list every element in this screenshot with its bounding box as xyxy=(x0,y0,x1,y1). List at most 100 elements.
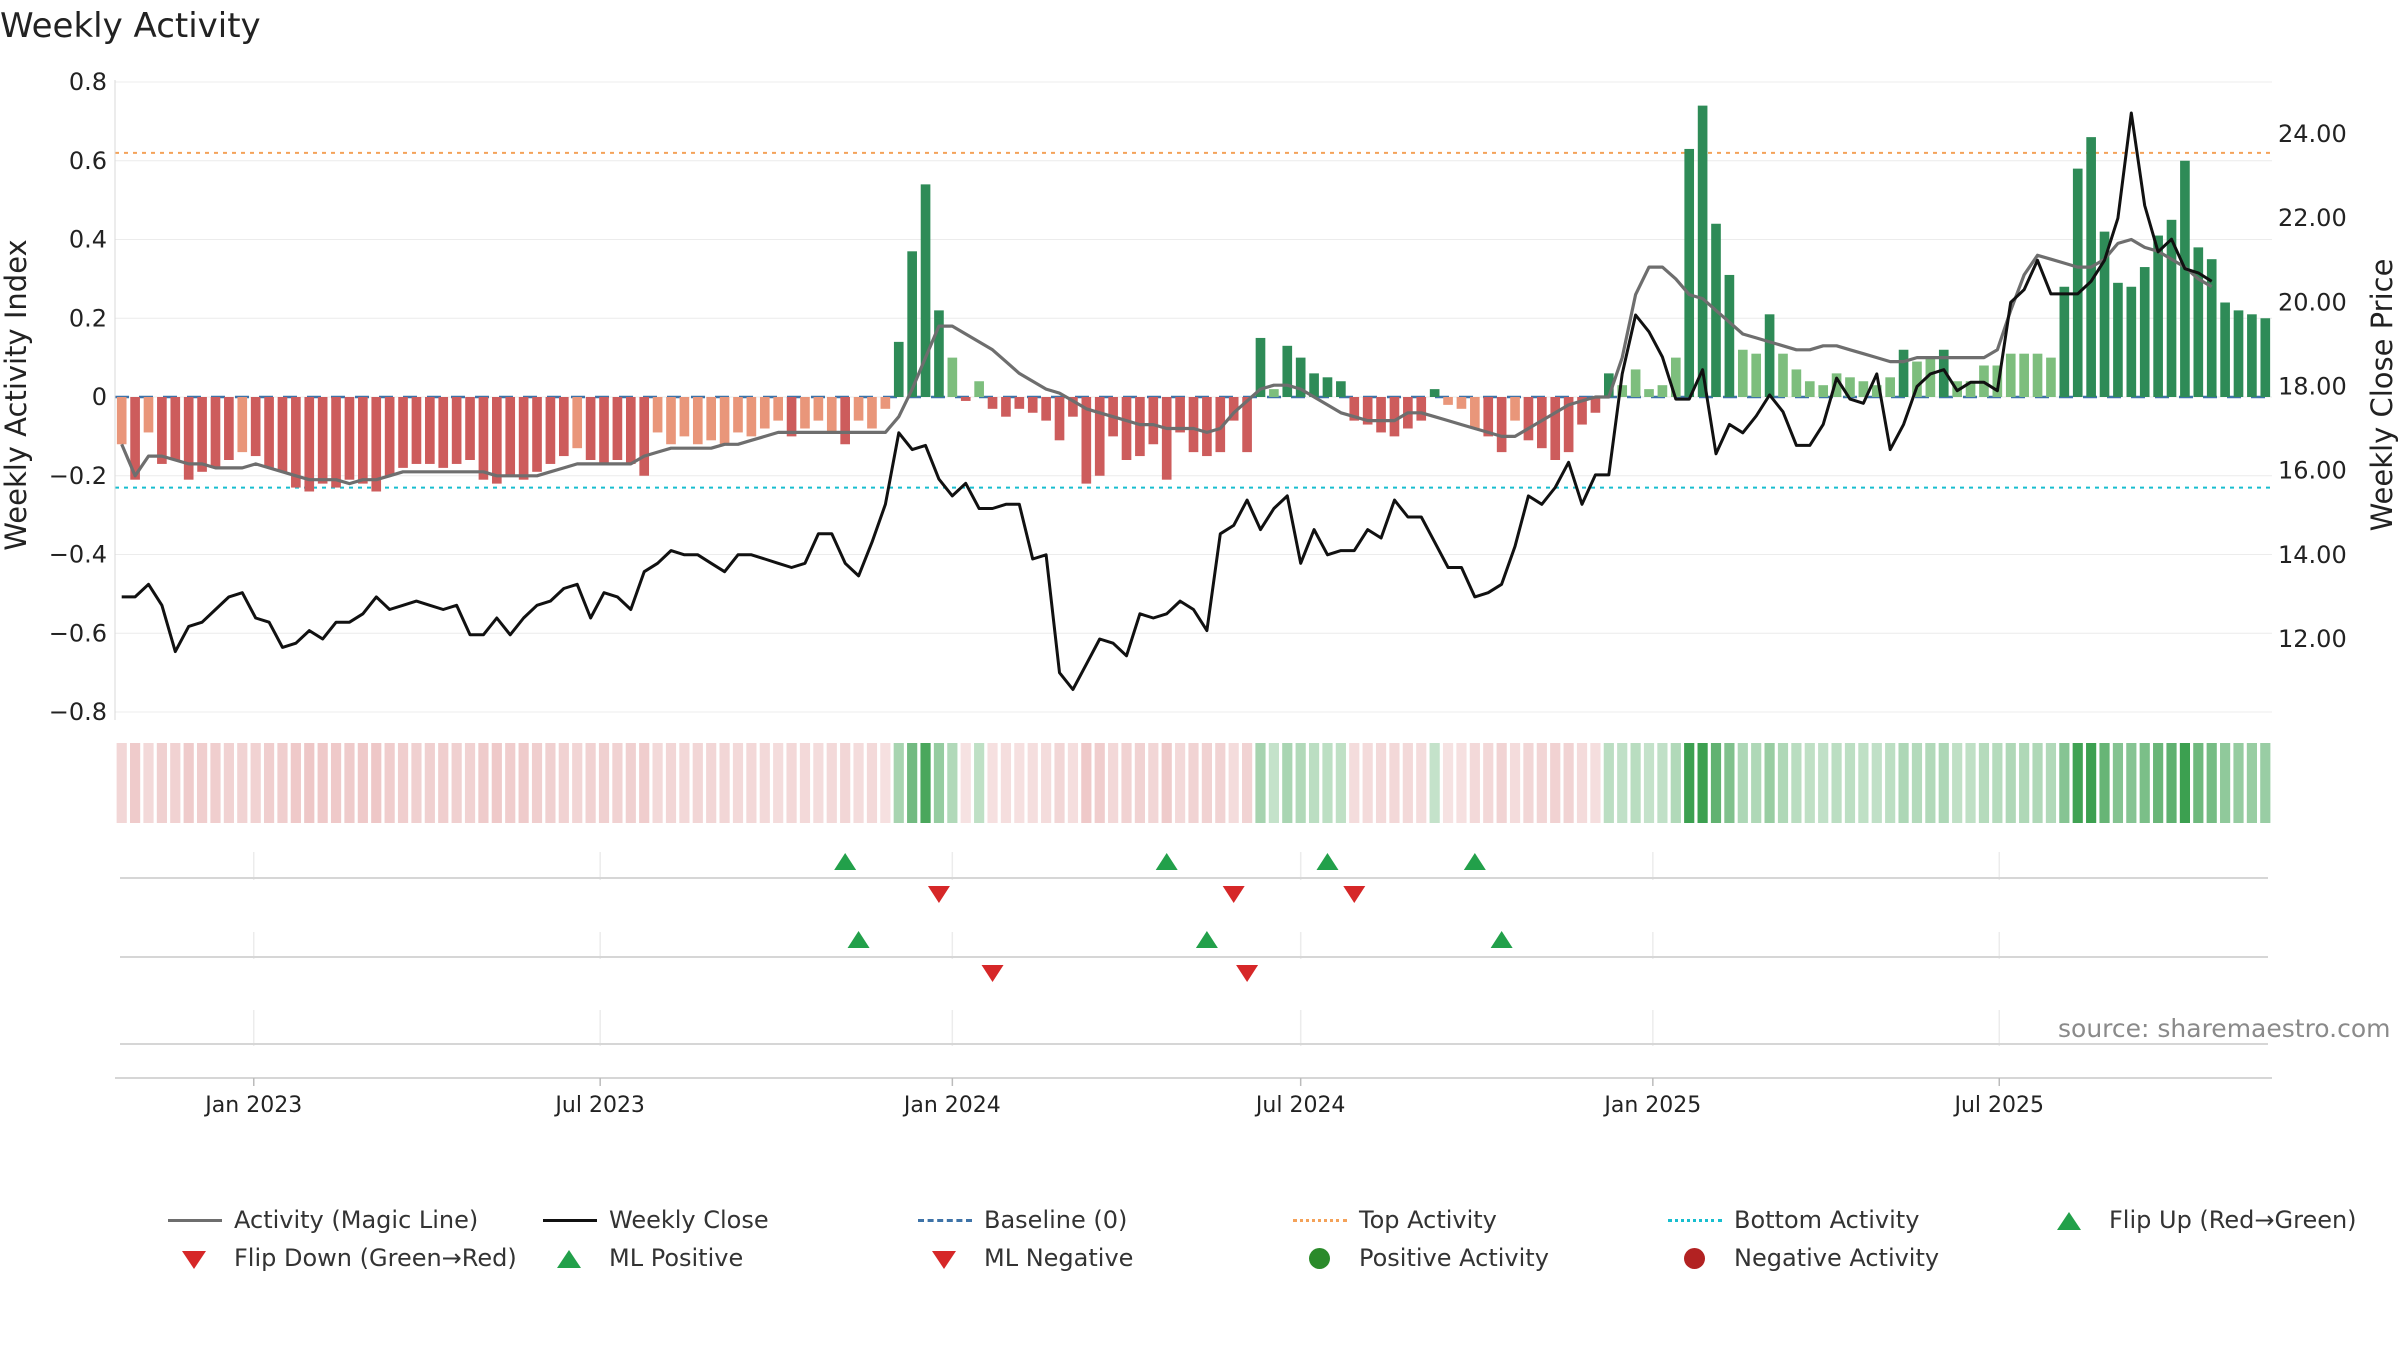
heat-strip-cell xyxy=(2126,743,2137,823)
heat-strip-cell xyxy=(773,743,784,823)
heat-strip-cell xyxy=(491,743,502,823)
activity-bar xyxy=(719,397,730,445)
legend-item-flip-up: Flip Up (Red→Green) xyxy=(2035,1205,2357,1235)
heat-strip-cell xyxy=(974,743,985,823)
activity-bar xyxy=(1349,397,1360,421)
heat-strip-cell xyxy=(1871,743,1882,823)
gridlines xyxy=(115,81,2272,1046)
heat-strip-cell xyxy=(1389,743,1400,823)
activity-bar xyxy=(826,397,837,433)
activity-bar xyxy=(2220,302,2230,397)
circle-icon xyxy=(1285,1243,1349,1273)
y2-tick-label: 16.00 xyxy=(2278,457,2347,485)
heat-strip-cell xyxy=(585,743,596,823)
heat-strip-cell xyxy=(263,743,275,823)
heat-strip-cell xyxy=(1241,743,1253,823)
heat-strip-cell xyxy=(1777,743,1789,823)
heat-strip-cell xyxy=(183,743,194,823)
activity-bar xyxy=(1630,369,1641,397)
activity-bar xyxy=(478,397,489,480)
heat-strip-cell xyxy=(1067,743,1079,823)
activity-bar xyxy=(1362,397,1373,425)
heat-strip-cell xyxy=(424,743,435,823)
heat-strip-cell xyxy=(1710,743,1722,823)
activity-bar xyxy=(585,397,596,460)
legend-item-magic-line: Activity (Magic Line) xyxy=(160,1205,478,1235)
x-tick-label: Jan 2025 xyxy=(1602,1093,1701,1118)
activity-bar xyxy=(1188,397,1199,453)
activity-bar xyxy=(1563,397,1574,453)
activity-bar xyxy=(1336,381,1346,397)
activity-bar xyxy=(920,184,931,397)
line-swatch-icon xyxy=(535,1205,599,1235)
heat-strip-cell xyxy=(1684,743,1695,823)
heat-strip-cell xyxy=(304,743,315,823)
legend: Activity (Magic Line) Weekly Close Basel… xyxy=(160,1205,2400,1285)
heat-strip-cell xyxy=(2059,743,2070,823)
legend-label: Top Activity xyxy=(1359,1206,1497,1234)
heat-strip-cell xyxy=(1858,743,1869,823)
activity-bar xyxy=(1831,373,1842,397)
y2-tick-label: 18.00 xyxy=(2278,373,2347,401)
heat-strip-cell xyxy=(840,743,851,823)
activity-bar xyxy=(1242,397,1252,453)
activity-bar xyxy=(1938,349,1949,397)
heat-strip-cell xyxy=(732,743,744,823)
activity-bar xyxy=(1416,397,1427,421)
heat-strip-cell xyxy=(2193,743,2204,823)
activity-bar xyxy=(116,397,127,445)
heat-strip-cell xyxy=(1134,743,1146,823)
activity-bar xyxy=(1858,381,1869,397)
activity-bar xyxy=(652,397,663,433)
activity-bar xyxy=(1054,397,1065,441)
heat-strip-cell xyxy=(1925,743,1936,823)
heat-strip-cell xyxy=(1978,743,1990,823)
activity-bar xyxy=(130,397,140,480)
heat-strip-cell xyxy=(1121,743,1132,823)
heat-strip-cell xyxy=(1094,743,1105,823)
activity-bar xyxy=(907,251,917,397)
activity-bar xyxy=(224,397,234,460)
heat-strip-cell xyxy=(518,743,529,823)
heat-strip-cell xyxy=(1456,743,1467,823)
activity-bar xyxy=(425,397,435,464)
activity-bar xyxy=(1804,381,1815,397)
activity-bar xyxy=(813,397,824,421)
activity-bar xyxy=(867,397,877,429)
heat-strip-cell xyxy=(1161,743,1172,823)
heat-strip-cell xyxy=(143,743,154,823)
activity-bar xyxy=(1121,397,1132,460)
activity-bar xyxy=(1027,397,1038,413)
triangle-up-icon xyxy=(535,1243,599,1273)
heat-strip-cell xyxy=(1563,743,1574,823)
heat-strip-cell xyxy=(1885,743,1896,823)
y-tick-label: −0.2 xyxy=(49,462,107,490)
activity-bar xyxy=(237,397,248,453)
activity-bar xyxy=(625,397,636,464)
activity-bar xyxy=(1697,105,1708,397)
activity-bar xyxy=(331,397,341,488)
heat-strip-cell xyxy=(639,743,650,823)
heat-strip-cell xyxy=(1188,743,1199,823)
legend-item-flip-down: Flip Down (Green→Red) xyxy=(160,1243,517,1273)
activity-bar xyxy=(1510,397,1520,421)
heat-strip-cell xyxy=(1911,743,1923,823)
heat-strip-cell xyxy=(2153,743,2164,823)
activity-bar xyxy=(1094,397,1105,476)
activity-bar xyxy=(974,381,984,397)
weekly-close-layer xyxy=(121,111,2213,691)
heat-strip-cell xyxy=(960,743,971,823)
heat-strip-cell xyxy=(1201,743,1212,823)
activity-bar xyxy=(1389,397,1400,437)
heat-strip-cell xyxy=(1282,743,1293,823)
y-tick-label: 0.4 xyxy=(69,226,107,254)
x-tick-label: Jul 2023 xyxy=(553,1093,645,1118)
ml-positive-marker xyxy=(847,931,870,948)
activity-bar xyxy=(639,397,650,476)
flip-down-marker xyxy=(1343,886,1366,903)
heat-strip-cell xyxy=(210,743,221,823)
chart-title: Weekly Activity xyxy=(0,6,261,46)
dotted-line-icon xyxy=(1660,1205,1724,1235)
legend-label: Activity (Magic Line) xyxy=(234,1206,479,1234)
activity-bar xyxy=(277,397,288,472)
